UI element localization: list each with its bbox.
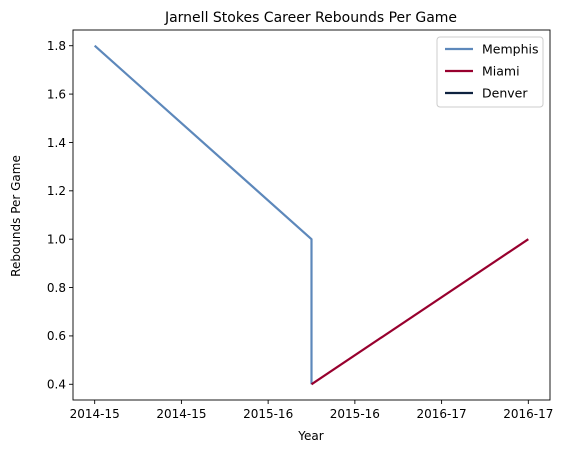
legend: Memphis Miami Denver: [437, 37, 543, 107]
y-axis: 0.4 0.6 0.8 1.0 1.2 1.4 1.6 1.8: [47, 39, 73, 392]
series-line-memphis: [95, 46, 312, 385]
legend-label-denver: Denver: [482, 86, 528, 101]
y-tick-label: 0.4: [47, 378, 66, 392]
y-tick-label: 0.8: [47, 281, 66, 295]
legend-label-miami: Miami: [482, 64, 520, 79]
x-tick-label: 2016-17: [417, 407, 467, 421]
y-tick-label: 1.8: [47, 39, 66, 53]
x-tick-label: 2015-16: [243, 407, 293, 421]
x-tick-label: 2016-17: [503, 407, 553, 421]
x-tick-label: 2014-15: [70, 407, 120, 421]
chart-title: Jarnell Stokes Career Rebounds Per Game: [164, 10, 457, 26]
y-tick-label: 1.4: [47, 136, 66, 150]
y-axis-label: Rebounds Per Game: [9, 155, 23, 277]
series-line-miami: [312, 239, 529, 384]
legend-label-memphis: Memphis: [482, 42, 539, 57]
x-axis-label: Year: [297, 429, 323, 443]
y-tick-label: 1.2: [47, 184, 66, 198]
x-axis: 2014-15 2014-15 2015-16 2015-16 2016-17 2016-…: [70, 400, 554, 421]
x-tick-label: 2015-16: [330, 407, 380, 421]
x-tick-label: 2014-15: [156, 407, 206, 421]
y-tick-label: 1.6: [47, 87, 66, 101]
y-tick-label: 0.6: [47, 329, 66, 343]
y-tick-label: 1.0: [47, 232, 66, 246]
